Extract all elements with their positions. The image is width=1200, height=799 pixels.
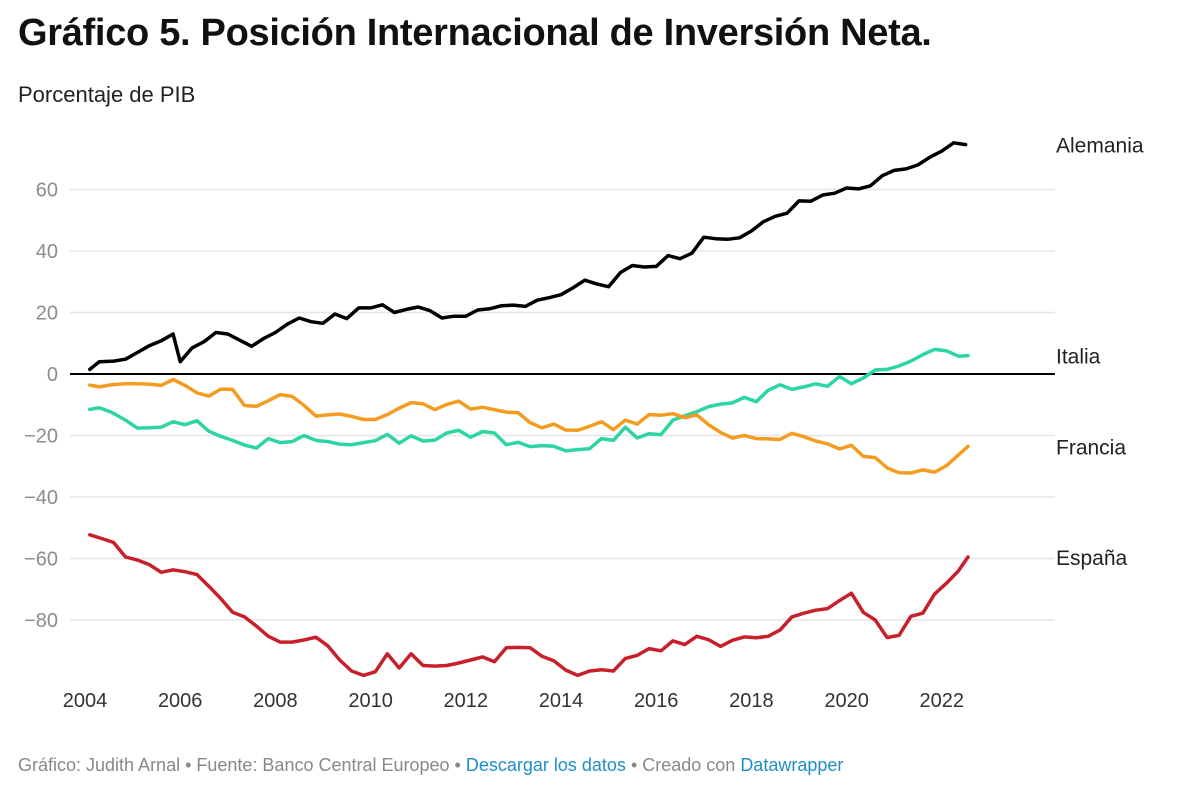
download-data-link[interactable]: Descargar los datos [465,755,626,775]
chart-footer: Gráfico: Judith Arnal • Fuente: Banco Ce… [18,755,843,776]
line-chart: 60 40 20 0 −20 −40 −60 −80 2004 2006 2008 2010 2012… [24,135,1144,712]
series-labels: Alemania Italia Francia España [1056,135,1144,570]
x-tick-label: 2014 [539,690,584,712]
x-tick-label: 2006 [158,690,203,712]
chart-title: Gráfico 5. Posición Internacional de Inv… [18,12,932,54]
y-tick-label: −60 [24,549,58,571]
series-label-alemania: Alemania [1056,135,1144,158]
x-axis-ticks: 2004 2006 2008 2010 2012 2014 2016 2018 2020 2022 [63,690,964,712]
gridlines [70,188,1055,621]
x-tick-label: 2010 [348,690,393,712]
x-tick-label: 2022 [920,690,965,712]
chart-subtitle: Porcentaje de PIB [18,82,196,107]
x-tick-label: 2018 [729,690,774,712]
series-line-francia [88,377,970,475]
datawrapper-link[interactable]: Datawrapper [740,755,844,775]
x-tick-label: 2020 [824,690,869,712]
y-tick-label: 0 [47,364,58,386]
footer-credits: Gráfico: Judith Arnal • Fuente: Banco Ce… [18,755,466,775]
series-label-italia: Italia [1056,346,1101,369]
series-line-españa [88,533,970,678]
series-line-italia [88,347,970,453]
x-tick-label: 2012 [444,690,489,712]
x-tick-label: 2008 [253,690,298,712]
y-axis-ticks: 60 40 20 0 −20 −40 −60 −80 [24,180,58,633]
x-tick-label: 2016 [634,690,679,712]
y-tick-label: 40 [36,241,58,263]
series-line-alemania [88,141,968,372]
y-tick-label: 60 [36,180,58,202]
y-tick-label: 20 [36,303,58,325]
y-tick-label: −80 [24,610,58,632]
x-tick-label: 2004 [63,690,108,712]
series-label-españa: España [1056,547,1128,570]
y-tick-label: −40 [24,487,58,509]
y-tick-label: −20 [24,426,58,448]
footer-created-with: • Creado con [625,755,741,775]
series-lines [88,141,970,678]
series-label-francia: Francia [1056,436,1126,459]
